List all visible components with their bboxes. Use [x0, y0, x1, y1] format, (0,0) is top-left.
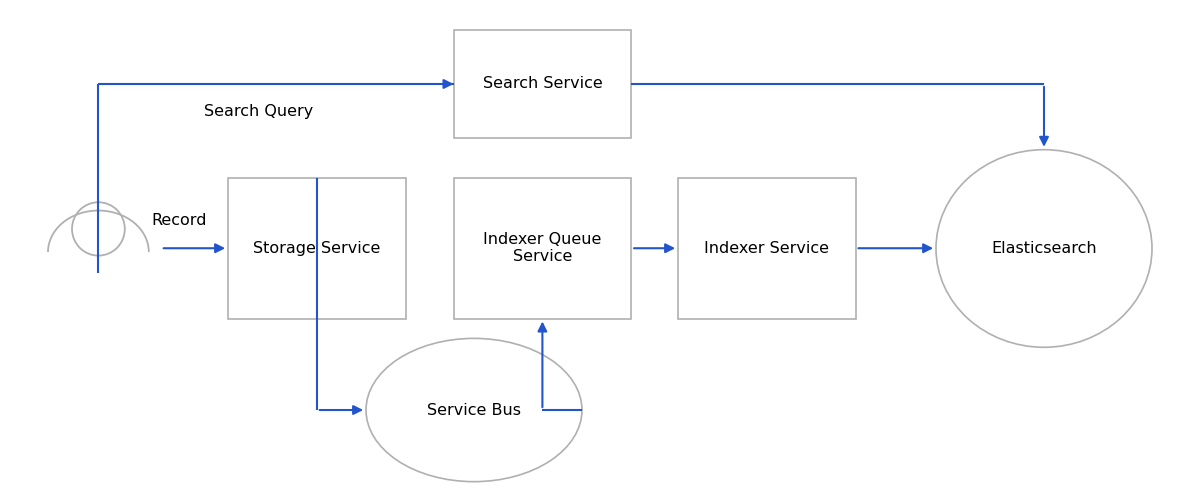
- Text: Search Query: Search Query: [204, 104, 313, 119]
- Text: Search Service: Search Service: [482, 77, 602, 91]
- Text: Record: Record: [151, 213, 208, 228]
- Text: Indexer Queue
Service: Indexer Queue Service: [484, 232, 601, 264]
- Text: Service Bus: Service Bus: [427, 403, 521, 417]
- Bar: [678, 178, 856, 319]
- Text: Indexer Service: Indexer Service: [704, 241, 829, 256]
- Bar: [454, 178, 631, 319]
- Text: Elasticsearch: Elasticsearch: [991, 241, 1097, 256]
- Text: Storage Service: Storage Service: [253, 241, 380, 256]
- Ellipse shape: [936, 150, 1152, 347]
- Bar: [228, 178, 406, 319]
- Ellipse shape: [366, 338, 582, 482]
- Ellipse shape: [72, 202, 125, 255]
- Bar: [454, 30, 631, 138]
